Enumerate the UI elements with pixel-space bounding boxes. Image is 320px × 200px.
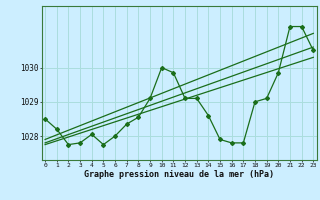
X-axis label: Graphe pression niveau de la mer (hPa): Graphe pression niveau de la mer (hPa): [84, 170, 274, 179]
